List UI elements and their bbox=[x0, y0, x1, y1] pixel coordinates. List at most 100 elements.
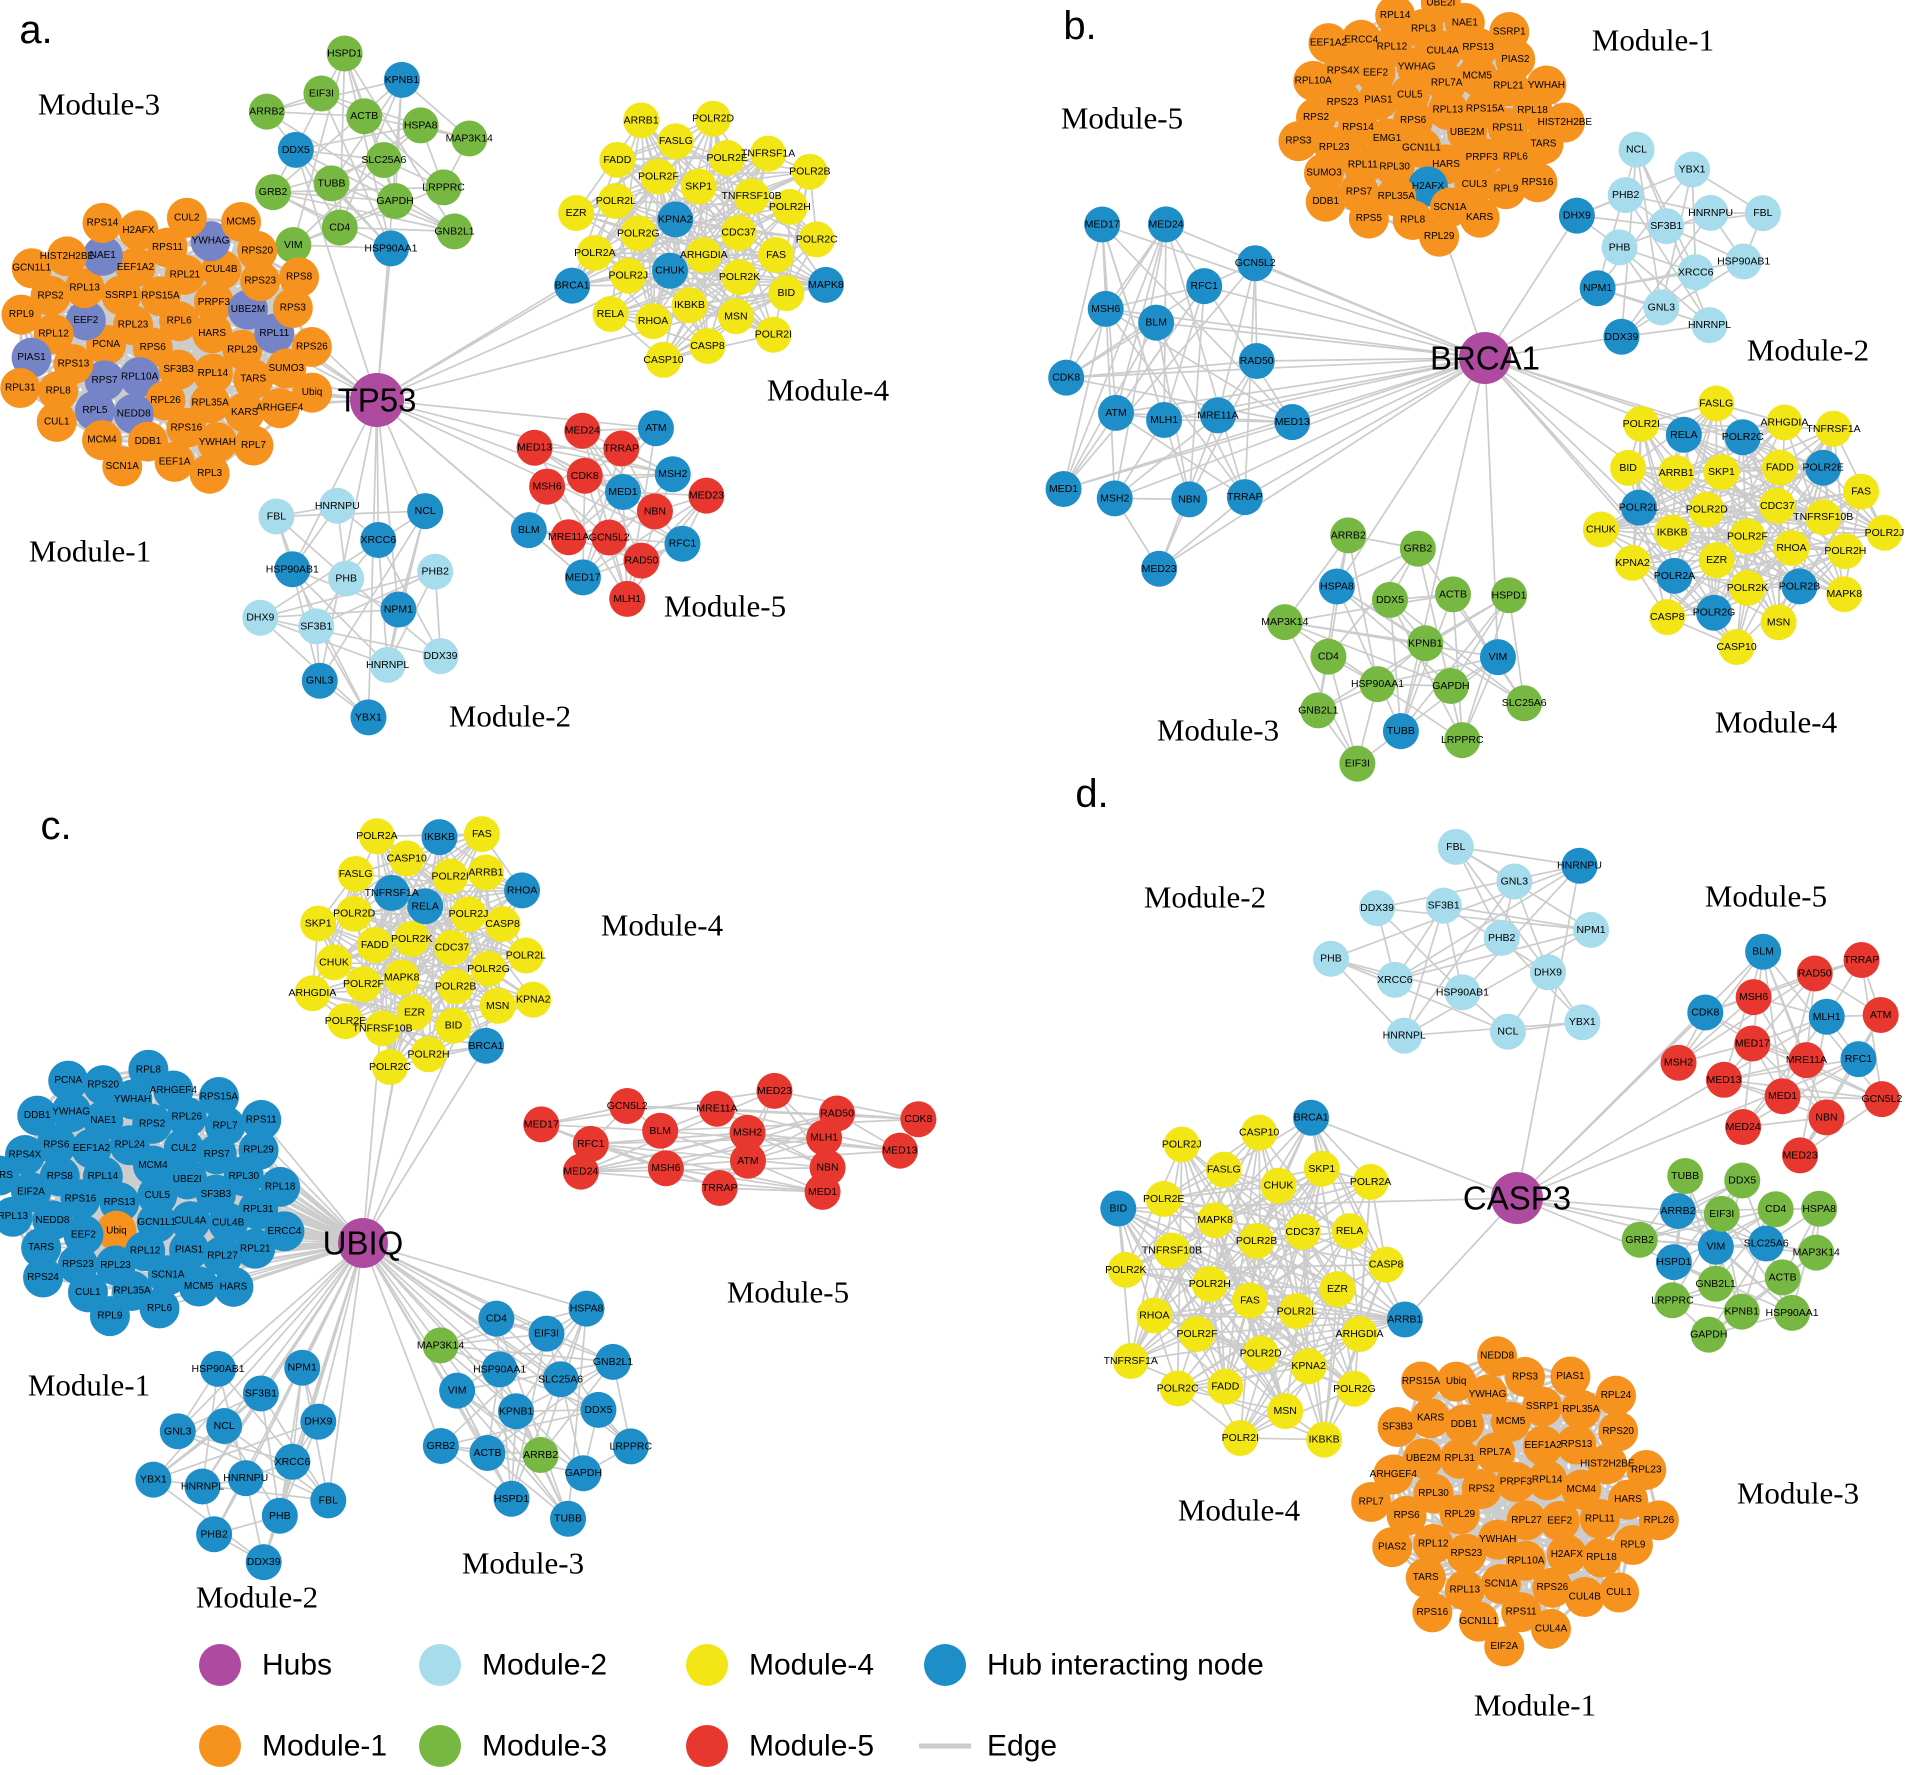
legend-swatch-m4 bbox=[686, 1644, 728, 1686]
gene-node-PHB2 bbox=[1607, 177, 1644, 214]
gene-node-RPS3 bbox=[1278, 121, 1319, 162]
gene-node-CUL2 bbox=[163, 1128, 204, 1169]
hub-spokes bbox=[376, 218, 827, 401]
gene-node-PHB bbox=[1312, 940, 1349, 977]
gene-node-CUL2 bbox=[166, 197, 207, 238]
gene-node-CHUK bbox=[1260, 1167, 1297, 1204]
gene-node-RPS11 bbox=[147, 227, 188, 268]
gene-node-RFC1 bbox=[1840, 1041, 1877, 1078]
gene-node-RPL18 bbox=[1581, 1537, 1622, 1578]
gene-node-EIF3I bbox=[1339, 745, 1376, 782]
gene-node-MSN bbox=[717, 298, 754, 335]
gene-node-MAP3K14 bbox=[422, 1327, 459, 1364]
gene-node-RPL18 bbox=[260, 1166, 301, 1207]
gene-node-PHB bbox=[328, 560, 365, 597]
gene-node-RHOA bbox=[504, 872, 541, 909]
gene-node-MSN bbox=[1267, 1393, 1304, 1430]
gene-node-RPL11 bbox=[1579, 1498, 1620, 1539]
gene-node-CUL1 bbox=[1599, 1572, 1640, 1613]
gene-node-RPS24 bbox=[23, 1257, 64, 1298]
gene-node-CDK8 bbox=[900, 1101, 937, 1138]
gene-node-SCN1A bbox=[102, 446, 143, 487]
gene-node-CD4 bbox=[478, 1300, 515, 1337]
gene-node-TUBB bbox=[550, 1500, 587, 1537]
module-label-c-module-5: Module-5 bbox=[727, 1275, 849, 1310]
gene-node-LRPPRC bbox=[1444, 722, 1481, 759]
gene-node-HNRNPU bbox=[1692, 194, 1729, 231]
gene-node-RPL29 bbox=[238, 1130, 279, 1171]
gene-node-CASP8 bbox=[484, 906, 521, 943]
gene-node-XRCC6 bbox=[1376, 961, 1413, 998]
gene-node-EEF2 bbox=[63, 1214, 104, 1255]
gene-node-KPNA2 bbox=[515, 981, 552, 1018]
gene-node-TNFRSF1A bbox=[1112, 1342, 1149, 1379]
legend-swatch-hi bbox=[924, 1644, 966, 1686]
gene-node-PHB2 bbox=[417, 553, 454, 590]
gene-node-IKBKB bbox=[671, 287, 708, 324]
gene-node-RPS23 bbox=[240, 261, 281, 302]
gene-node-POLR2G bbox=[1696, 594, 1733, 631]
gene-node-RPL29 bbox=[1419, 216, 1460, 257]
gene-node-RPL7A bbox=[1475, 1432, 1516, 1473]
gene-node-KARS bbox=[224, 392, 265, 433]
gene-node-HSP90AA1 bbox=[1774, 1294, 1811, 1331]
gene-node-RPS3 bbox=[272, 288, 313, 329]
gene-node-POLR2E bbox=[1145, 1180, 1182, 1217]
gene-node-KPNA2 bbox=[1290, 1348, 1327, 1385]
hub-spokes bbox=[1118, 1116, 1518, 1321]
gene-node-HSP90AA1 bbox=[372, 230, 409, 267]
gene-node-CASP10 bbox=[1718, 628, 1755, 665]
gene-node-RPS7 bbox=[84, 360, 125, 401]
gene-node-RPS11 bbox=[1501, 1592, 1542, 1633]
gene-node-EEF1A2 bbox=[1523, 1425, 1564, 1466]
gene-node-MSH6 bbox=[1087, 290, 1124, 327]
gene-node-FAS bbox=[463, 816, 500, 853]
gene-node-FBL bbox=[258, 498, 295, 535]
gene-node-FAS bbox=[758, 236, 795, 273]
gene-node-MED17 bbox=[564, 559, 601, 596]
gene-node-RHOA bbox=[1773, 529, 1810, 566]
hub-node-UBIQ bbox=[338, 1218, 388, 1268]
gene-node-RPL30 bbox=[1413, 1473, 1454, 1514]
gene-node-MED13 bbox=[1705, 1061, 1742, 1098]
gene-node-RPS15A bbox=[1401, 1361, 1441, 1402]
gene-node-POLR2J bbox=[1163, 1126, 1200, 1163]
gene-node-MRE11A bbox=[1199, 397, 1236, 434]
gene-node-NPM1 bbox=[380, 591, 417, 628]
gene-node-FASLG bbox=[1698, 385, 1735, 422]
gene-node-FASLG bbox=[1205, 1151, 1242, 1188]
gene-node-GCN5L2 bbox=[591, 519, 628, 556]
gene-node-POLR2J bbox=[450, 896, 487, 933]
gene-node-SUMO3 bbox=[1303, 153, 1344, 194]
hub-node-CASP3 bbox=[1491, 1172, 1543, 1224]
gene-node-RPL14 bbox=[192, 353, 233, 394]
gene-node-EZR bbox=[558, 195, 595, 232]
gene-node-VIM bbox=[1479, 639, 1516, 676]
legend-label-edge: Edge bbox=[987, 1730, 1057, 1763]
gene-node-IKBKB bbox=[421, 819, 458, 856]
gene-node-KPNA2 bbox=[1614, 544, 1651, 581]
gene-node-ARRB2 bbox=[248, 93, 285, 130]
gene-node-HIST2H2BE bbox=[46, 236, 87, 277]
gene-node-MED23 bbox=[1141, 550, 1178, 587]
gene-node-ERCC4 bbox=[1341, 19, 1382, 60]
gene-node-SF3B1 bbox=[1425, 887, 1462, 924]
gene-node-EZR bbox=[396, 994, 433, 1031]
cluster-c-module-5: MSH2ATMBLMMLH1MSH6MRE11ANBNRFC1RAD50TRRA… bbox=[523, 1072, 937, 1210]
gene-node-RPS5 bbox=[1348, 198, 1389, 239]
gene-node-RPL8 bbox=[38, 371, 79, 412]
gene-node-POLR2E bbox=[1805, 449, 1842, 486]
gene-node-MAP3K14 bbox=[1266, 604, 1303, 641]
gene-node-DDX5 bbox=[277, 131, 314, 168]
module-label-a-module-4: Module-4 bbox=[767, 373, 890, 408]
legend-label-m5: Module-5 bbox=[749, 1730, 874, 1763]
gene-node-RPL31 bbox=[0, 368, 41, 409]
gene-node-GRB2 bbox=[422, 1427, 459, 1464]
gene-node-HARS bbox=[1608, 1479, 1649, 1520]
module-label-a-module-5: Module-5 bbox=[664, 589, 786, 624]
gene-node-POLR2K bbox=[393, 920, 430, 957]
gene-node-POLR2B bbox=[437, 968, 474, 1005]
gene-node-PIAS1 bbox=[1550, 1356, 1591, 1397]
gene-node-BID bbox=[1610, 449, 1647, 486]
